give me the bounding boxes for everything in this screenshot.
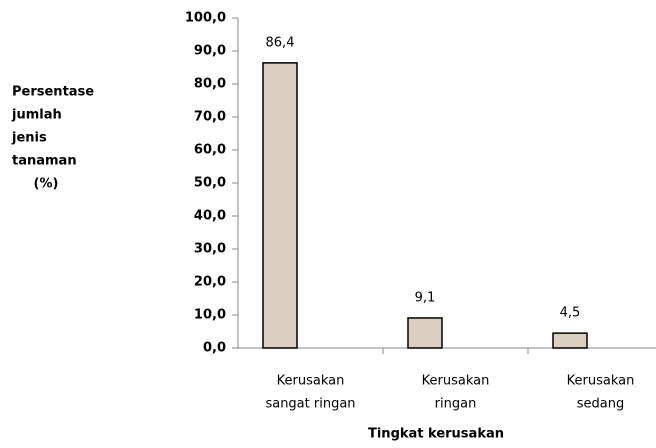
x-axis-title: Tingkat kerusakan [368,427,504,442]
data-label: 86,4 [266,35,295,50]
x-tick-label: sedang [577,397,624,412]
y-tick-label: 10,0 [194,308,226,323]
x-tick-label: Kerusakan [277,374,345,389]
y-tick-label: 40,0 [194,209,226,224]
y-axis-title: (%) [34,177,59,192]
y-tick-label: 30,0 [194,242,226,257]
bar [262,62,298,349]
y-tick-label: 0,0 [203,341,226,356]
x-tick-label: Kerusakan [422,374,490,389]
y-axis-title: jenis [11,131,47,146]
bar [407,317,443,349]
y-axis-title: tanaman [12,154,77,169]
x-tick-label: Kerusakan [567,374,635,389]
y-tick-label: 50,0 [194,176,226,191]
y-tick-label: 90,0 [194,44,226,59]
data-label: 4,5 [560,306,581,321]
data-label: 9,1 [415,290,436,305]
y-tick-label: 80,0 [194,77,226,92]
x-tick-label: sangat ringan [265,397,355,412]
y-tick-label: 20,0 [194,275,226,290]
y-axis-title: jumlah [11,108,62,123]
y-tick-label: 60,0 [194,143,226,158]
bar [552,332,588,349]
y-axis-title: Persentase [12,85,94,100]
y-tick-label: 100,0 [185,11,226,26]
y-tick-label: 70,0 [194,110,226,125]
x-tick-label: ringan [435,397,477,412]
